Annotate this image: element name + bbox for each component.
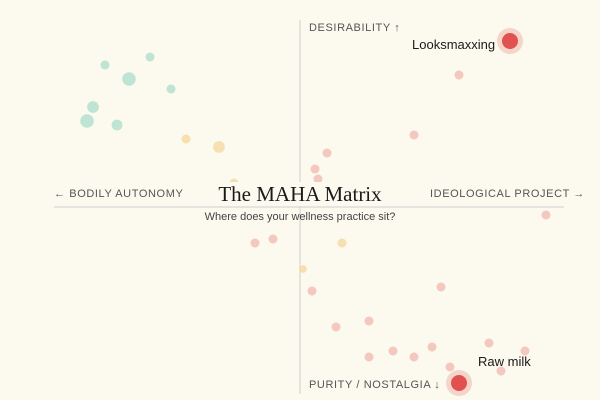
data-point-red (445, 362, 455, 372)
data-points (80, 28, 551, 396)
highlight-point (451, 375, 467, 391)
chart-title-wrap: The MAHA Matrix (0, 182, 600, 206)
data-point-red (313, 174, 323, 184)
data-point-yellow (181, 134, 191, 144)
data-point-red (364, 316, 374, 326)
data-point-green (100, 60, 110, 70)
data-point-green (87, 101, 99, 113)
axis-label-right: IDEOLOGICAL PROJECT → (430, 188, 586, 200)
data-point-red (496, 366, 506, 376)
data-point-red (520, 346, 530, 356)
data-point-green (166, 84, 176, 94)
data-point-green (111, 119, 123, 131)
data-point-red (436, 282, 446, 292)
axis-label-left: ← BODILY AUTONOMY (54, 188, 184, 200)
data-point-red (310, 164, 320, 174)
data-point-yellow (337, 238, 347, 248)
data-point-yellow (299, 265, 307, 273)
data-point-red (250, 238, 260, 248)
annotation-looksmaxxing: Looksmaxxing (412, 37, 496, 52)
annotation-raw-milk: Raw milk (478, 354, 531, 369)
data-point-green (122, 72, 136, 86)
data-point-red (307, 286, 317, 296)
data-point-green (80, 114, 94, 128)
data-point-red (454, 70, 464, 80)
data-point-yellow (213, 141, 225, 153)
chart-subtitle: Where does your wellness practice sit? (204, 211, 396, 223)
data-point-red (268, 234, 278, 244)
data-point-red (388, 346, 398, 356)
highlight-point (502, 33, 518, 49)
data-point-green (145, 52, 155, 62)
data-point-red (364, 352, 374, 362)
data-point-red (331, 322, 341, 332)
data-point-red (484, 338, 494, 348)
axis-label-bottom: PURITY / NOSTALGIA ↓ (309, 379, 441, 391)
chart-title: The MAHA Matrix (214, 182, 386, 206)
axis-label-top: DESIRABILITY ↑ (309, 22, 401, 34)
data-point-red (409, 352, 419, 362)
data-point-red (541, 210, 551, 220)
data-point-red (427, 342, 437, 352)
data-point-red (409, 130, 419, 140)
data-point-red (322, 148, 332, 158)
